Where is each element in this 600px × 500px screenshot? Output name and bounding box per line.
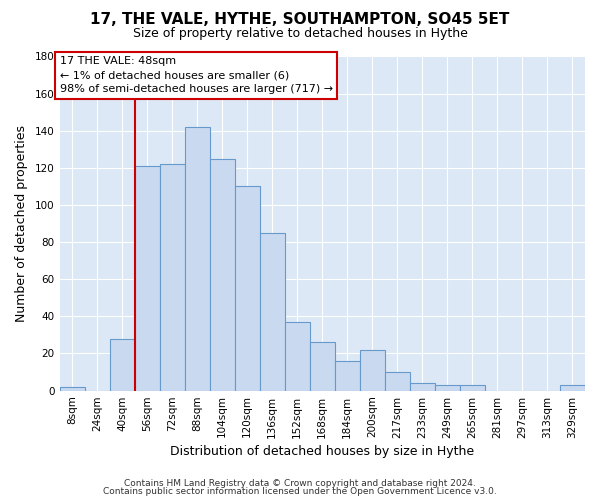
Bar [110,338,134,390]
Bar [360,350,385,391]
Bar [134,166,160,390]
Text: Contains public sector information licensed under the Open Government Licence v3: Contains public sector information licen… [103,488,497,496]
Bar [160,164,185,390]
Bar [435,385,460,390]
Bar [410,383,435,390]
Bar [310,342,335,390]
Text: Contains HM Land Registry data © Crown copyright and database right 2024.: Contains HM Land Registry data © Crown c… [124,478,476,488]
Text: Size of property relative to detached houses in Hythe: Size of property relative to detached ho… [133,28,467,40]
Bar [59,387,85,390]
Text: 17, THE VALE, HYTHE, SOUTHAMPTON, SO45 5ET: 17, THE VALE, HYTHE, SOUTHAMPTON, SO45 5… [91,12,509,28]
Bar [185,127,209,390]
Bar [560,385,585,390]
Bar [335,361,360,390]
Bar [460,385,485,390]
Bar [260,233,285,390]
Text: 17 THE VALE: 48sqm
← 1% of detached houses are smaller (6)
98% of semi-detached : 17 THE VALE: 48sqm ← 1% of detached hous… [59,56,332,94]
Bar [385,372,410,390]
Bar [209,158,235,390]
Y-axis label: Number of detached properties: Number of detached properties [15,125,28,322]
Bar [235,186,260,390]
X-axis label: Distribution of detached houses by size in Hythe: Distribution of detached houses by size … [170,444,475,458]
Bar [285,322,310,390]
